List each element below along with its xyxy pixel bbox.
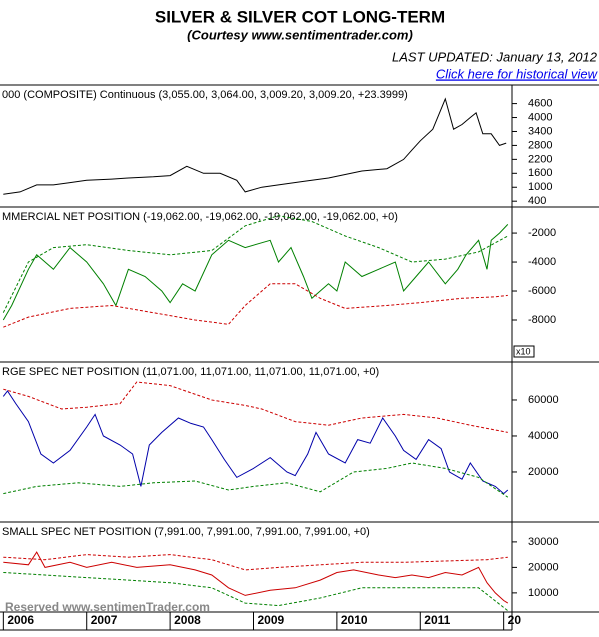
- y-tick-label: 2800: [528, 139, 552, 151]
- band-line: [3, 554, 508, 571]
- y-tick-label: -8000: [528, 314, 556, 326]
- y-tick-label: 60000: [528, 394, 559, 406]
- history-link[interactable]: Click here for historical view: [436, 66, 599, 81]
- data-line: [2, 390, 509, 495]
- data-line: [3, 551, 509, 604]
- y-tick-label: 2200: [528, 153, 552, 165]
- panel-title: 000 (COMPOSITE) Continuous (3,055.00, 3,…: [2, 89, 408, 101]
- x-tick-label: 2008: [174, 613, 201, 627]
- panel-title: SMALL SPEC NET POSITION (7,991.00, 7,991…: [2, 526, 370, 538]
- panel-title: RGE SPEC NET POSITION (11,071.00, 11,071…: [2, 366, 379, 378]
- y-tick-label: -2000: [528, 227, 556, 239]
- x-tick-label: 20: [508, 613, 522, 627]
- x-tick-label: 2006: [7, 613, 34, 627]
- copyright: Reserved www.sentimenTrader.com: [5, 600, 210, 614]
- band-line: [3, 572, 509, 612]
- y-tick-label: 20000: [528, 466, 559, 478]
- data-line: [2, 224, 509, 321]
- y-tick-label: 4600: [528, 97, 552, 109]
- y-tick-label: 20000: [528, 561, 559, 573]
- y-tick-label: 10000: [528, 587, 559, 599]
- x-tick-label: 2009: [257, 613, 284, 627]
- x-tick-label: 2007: [91, 613, 118, 627]
- subtitle: (Courtesy www.sentimentrader.com): [187, 27, 413, 42]
- y-tick-label: 30000: [528, 536, 559, 548]
- band-line: [3, 381, 508, 433]
- data-line: [3, 97, 507, 195]
- y-tick-label: 40000: [528, 430, 559, 442]
- y-tick-label: 1600: [528, 167, 552, 179]
- annotation-box: [513, 345, 535, 358]
- x-tick-label: 2011: [424, 613, 450, 627]
- y-tick-label: -4000: [528, 256, 556, 268]
- title: SILVER & SILVER COT LONG-TERM: [155, 7, 445, 26]
- annotation: x10: [516, 346, 531, 356]
- y-tick-label: -6000: [528, 285, 556, 297]
- last-updated: LAST UPDATED: January 13, 2012: [392, 49, 598, 64]
- x-tick-label: 2010: [341, 613, 368, 627]
- y-tick-label: 400: [528, 195, 546, 207]
- panel-title: MMERCIAL NET POSITION (-19,062.00, -19,0…: [2, 211, 398, 223]
- y-tick-label: 4000: [528, 111, 552, 123]
- y-tick-label: 3400: [528, 125, 552, 137]
- band-line: [3, 462, 509, 498]
- y-tick-label: 1000: [528, 181, 552, 193]
- band-line: [2, 215, 509, 313]
- band-line: [3, 283, 508, 328]
